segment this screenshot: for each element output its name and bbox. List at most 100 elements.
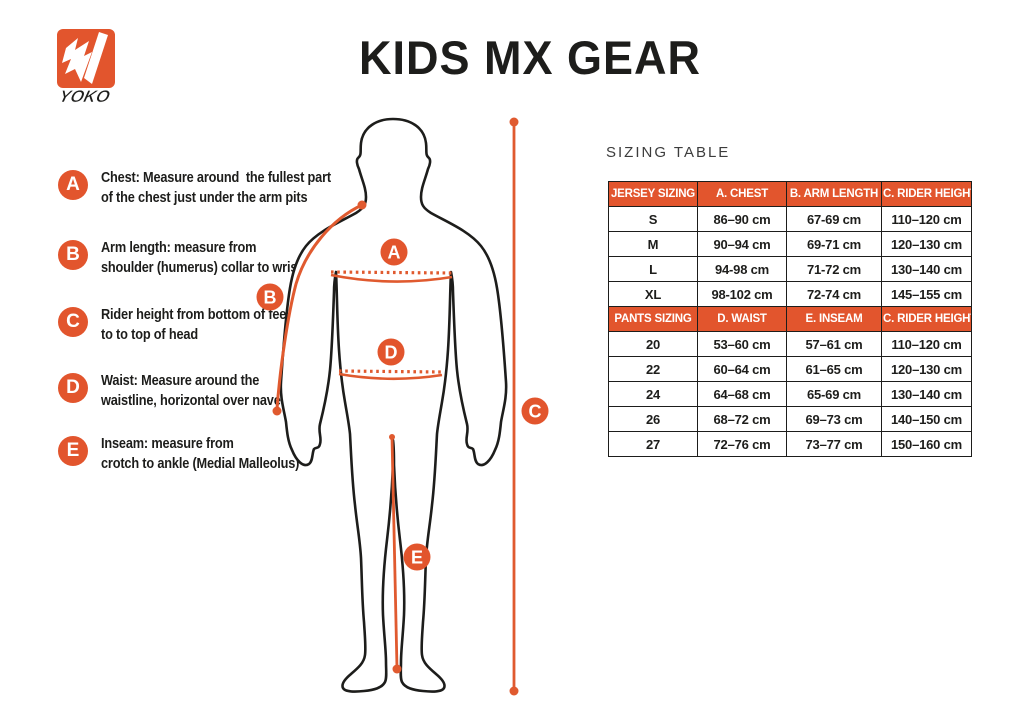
marker-a-label: A [388, 243, 401, 263]
measurement-description: Rider height from bottom of feet to to to… [101, 305, 290, 345]
pants-table-row: 20 53–60 cm 57–61 cm 110–120 cm [608, 331, 972, 357]
measurement-letter-badge: E [58, 436, 88, 466]
table-cell: XL [608, 281, 698, 307]
pants-table-row: 22 60–64 cm 61–65 cm 120–130 cm [608, 356, 972, 382]
table-cell: 145–155 cm [881, 281, 972, 307]
body-outline [279, 117, 508, 693]
arm-line-end-dot [272, 406, 282, 416]
table-cell: 140–150 cm [881, 406, 972, 432]
table-cell: 68–72 cm [697, 406, 787, 432]
table-cell: 120–130 cm [881, 356, 972, 382]
table-cell: 72–76 cm [697, 431, 787, 457]
column-header: C. RIDER HEIGHT [881, 181, 972, 207]
table-cell: 57–61 cm [786, 331, 882, 357]
table-cell: 94-98 cm [697, 256, 787, 282]
table-cell: 120–130 cm [881, 231, 972, 257]
measurement-description: Inseam: measure from crotch to ankle (Med… [101, 434, 299, 474]
pants-header-row: PANTS SIZING D. WAIST E. INSEAM C. RIDER HE… [608, 306, 972, 332]
jersey-table-row: XL 98-102 cm 72-74 cm 145–155 cm [608, 281, 972, 307]
marker-d-label: D [385, 343, 398, 363]
column-header: E. INSEAM [786, 306, 882, 332]
measurement-item-c: C Rider height from bottom of feet to to t… [58, 305, 316, 345]
table-cell: 64–68 cm [697, 381, 787, 407]
marker-c-label: C [529, 402, 542, 422]
arm-line-start-dot [357, 200, 367, 210]
measurement-line1: Arm length: measure from [101, 240, 257, 256]
measurement-letter-badge: C [58, 307, 88, 337]
column-header: A. CHEST [697, 181, 787, 207]
pants-table-row: 24 64–68 cm 65-69 cm 130–140 cm [608, 381, 972, 407]
logo-bolt-icon [62, 38, 92, 82]
column-header: C. RIDER HEIGHT [881, 306, 972, 332]
column-header: D. WAIST [697, 306, 787, 332]
marker-e-label: E [411, 548, 423, 568]
table-cell: 110–120 cm [881, 331, 972, 357]
column-header: JERSEY SIZING [608, 181, 698, 207]
measurement-line2: crotch to ankle (Medial Malleolus) [101, 456, 300, 472]
measurement-item-e: E Inseam: measure from crotch to ankle (Me… [58, 434, 326, 474]
table-cell: 73–77 cm [786, 431, 882, 457]
pants-table-row: 27 72–76 cm 73–77 cm 150–160 cm [608, 431, 972, 457]
column-header: B. ARM LENGTH [786, 181, 882, 207]
inseam-line-top-dot [389, 434, 395, 440]
table-cell: 130–140 cm [881, 381, 972, 407]
arm-measure-line [275, 203, 363, 410]
marker-a-circle [380, 238, 408, 266]
jersey-table-row: L 94-98 cm 71-72 cm 130–140 cm [608, 256, 972, 282]
inseam-measure-line [390, 436, 399, 670]
table-cell: 86–90 cm [697, 206, 787, 232]
logo-wordmark: YOKO [57, 86, 113, 106]
chest-dotted-line [330, 270, 453, 275]
yoko-logo: YOKO [50, 26, 126, 106]
table-cell: 71-72 cm [786, 256, 882, 282]
table-cell: 61–65 cm [786, 356, 882, 382]
table-cell: 150–160 cm [881, 431, 972, 457]
marker-e-circle [403, 543, 431, 571]
jersey-table-row: S 86–90 cm 67-69 cm 110–120 cm [608, 206, 972, 232]
height-line-top-dot [509, 117, 519, 127]
table-cell: S [608, 206, 698, 232]
measurement-letter-badge: D [58, 373, 88, 403]
measurement-line1: Chest: Measure around the fullest part [101, 170, 331, 186]
table-cell: 130–140 cm [881, 256, 972, 282]
table-cell: L [608, 256, 698, 282]
measurement-line2: shoulder (humerus) collar to wrist [101, 260, 302, 276]
chest-measure-line [330, 273, 453, 283]
measurement-line1: Rider height from bottom of feet [101, 307, 291, 323]
sizing-table-label: SIZING TABLE [606, 144, 731, 161]
marker-c-circle [521, 397, 549, 425]
inseam-line-bottom-dot [392, 664, 402, 674]
marker-b-circle [256, 283, 284, 311]
page-title: KIDS MX GEAR [358, 30, 702, 85]
measurement-description: Waist: Measure around the waistline, hori… [101, 371, 284, 411]
table-cell: 26 [608, 406, 698, 432]
jersey-table-row: M 90–94 cm 69-71 cm 120–130 cm [608, 231, 972, 257]
measurement-item-b: B Arm length: measure from shoulder (humer… [58, 238, 329, 278]
table-cell: 72-74 cm [786, 281, 882, 307]
column-header: PANTS SIZING [608, 306, 698, 332]
diagram-markers: A B C D E [256, 238, 549, 571]
yoko-logo-icon: YOKO [57, 29, 115, 106]
jersey-header-row: JERSEY SIZING A. CHEST B. ARM LENGTH C. RID… [608, 181, 972, 207]
table-cell: 22 [608, 356, 698, 382]
measurement-line2: waistline, horizontal over navel [101, 393, 284, 409]
logo-bolt-stripe-icon [84, 32, 108, 84]
measurement-description: Arm length: measure from shoulder (humeru… [101, 238, 302, 278]
sizing-table: JERSEY SIZING A. CHEST B. ARM LENGTH C. RID… [608, 181, 972, 457]
measurement-line2: to to top of head [101, 327, 198, 343]
body-diagram: A B C D E [256, 117, 549, 696]
table-cell: 69–73 cm [786, 406, 882, 432]
table-cell: 60–64 cm [697, 356, 787, 382]
marker-b-label: B [264, 288, 277, 308]
table-cell: 20 [608, 331, 698, 357]
table-cell: 69-71 cm [786, 231, 882, 257]
table-cell: 98-102 cm [697, 281, 787, 307]
measurement-letter-badge: B [58, 240, 88, 270]
measurement-line1: Inseam: measure from [101, 436, 234, 452]
table-cell: 65-69 cm [786, 381, 882, 407]
measurement-item-d: D Waist: Measure around the waistline, hor… [58, 371, 309, 411]
marker-d-circle [377, 338, 405, 366]
measurement-item-a: A Chest: Measure around the fullest part o… [58, 168, 362, 208]
table-cell: M [608, 231, 698, 257]
table-cell: 53–60 cm [697, 331, 787, 357]
